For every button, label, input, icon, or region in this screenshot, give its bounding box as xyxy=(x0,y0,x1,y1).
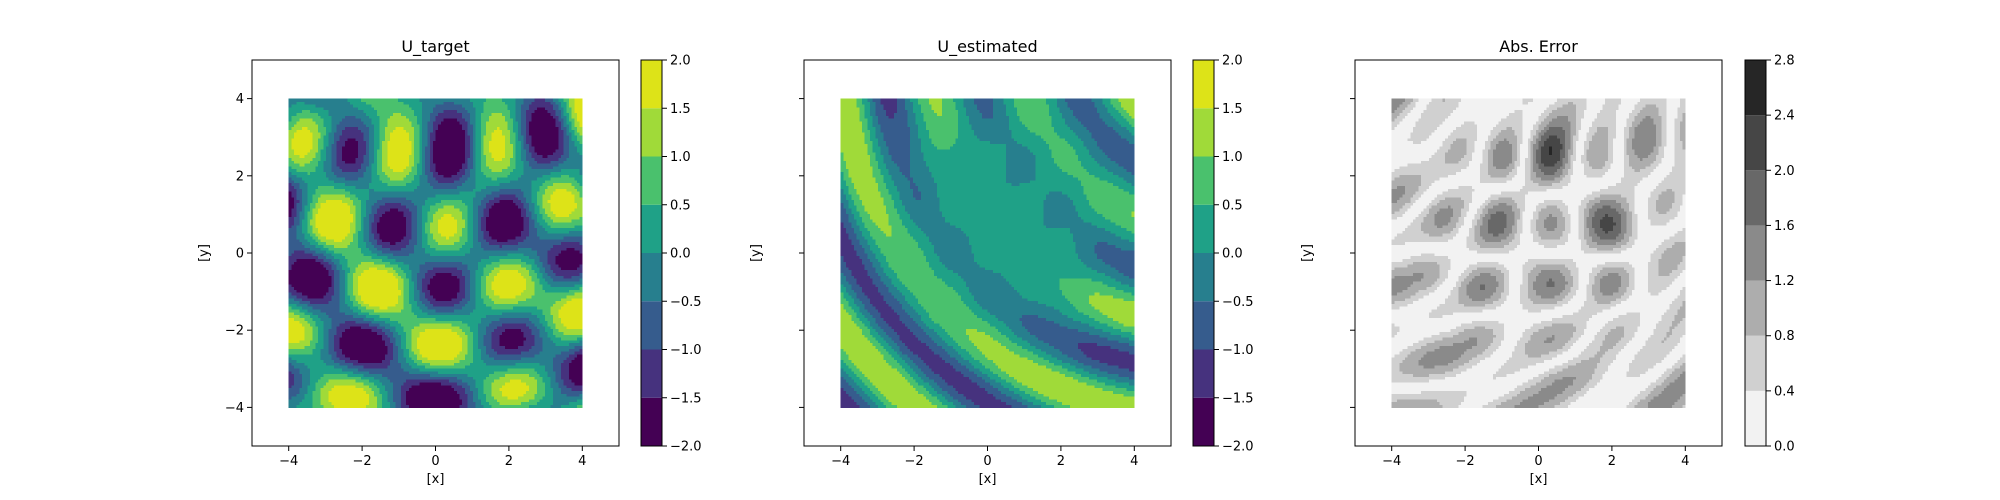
colorbar-tick-label: 1.0 xyxy=(670,150,691,165)
colorbar-tick-label: 1.5 xyxy=(670,102,691,117)
colorbar-band xyxy=(1193,301,1214,350)
colorbar-tick-label: 0.5 xyxy=(670,198,691,213)
y-tick-label: −2 xyxy=(225,324,244,339)
x-tick-label: 2 xyxy=(1608,454,1616,469)
x-tick-label: 4 xyxy=(1130,454,1138,469)
colorbar: −2.0 −1.5 −1.0 −0.5 0.0 0.5 1.0 1.5 2.0 xyxy=(1192,54,1254,455)
panel-2: U_estimated −4 −2 0 2 4 [x] [y] −2.0 −1.5 −1.0 −0.5… xyxy=(749,37,1254,487)
colorbar: −2.0 −1.5 −1.0 −0.5 0.0 0.5 1.0 1.5 2.0 xyxy=(640,54,702,455)
colorbar-band xyxy=(1745,170,1766,226)
colorbar-band xyxy=(1745,335,1766,391)
contour-field xyxy=(840,98,1135,408)
x-tick-label: 0 xyxy=(431,454,439,469)
colorbar-tick-label: −0.5 xyxy=(1222,295,1254,310)
colorbar-tick-label: 0.4 xyxy=(1774,384,1795,399)
colorbar-tick-label: 2.8 xyxy=(1774,54,1795,69)
colorbar-tick-label: −1.5 xyxy=(1222,391,1254,406)
colorbar-tick-label: 0.0 xyxy=(1774,440,1795,455)
y-tick-label: −4 xyxy=(225,401,244,416)
x-tick-label: 4 xyxy=(1681,454,1689,469)
x-tick-label: 2 xyxy=(505,454,513,469)
colorbar-tick-label: −2.0 xyxy=(670,440,702,455)
colorbar-band xyxy=(1193,204,1214,253)
colorbar-tick-label: 2.0 xyxy=(1774,164,1795,179)
colorbar-band xyxy=(641,253,662,302)
colorbar-tick-label: −2.0 xyxy=(1222,440,1254,455)
chart-title: U_estimated xyxy=(937,37,1037,57)
x-axis-label: [x] xyxy=(1530,472,1548,487)
colorbar-tick-label: 2.0 xyxy=(670,54,691,69)
colorbar-tick-label: 1.2 xyxy=(1774,274,1795,289)
colorbar-band xyxy=(1745,225,1766,281)
colorbar-tick-label: 0.0 xyxy=(1222,247,1243,262)
colorbar-frame xyxy=(1744,59,1767,447)
colorbar-tick-label: 1.6 xyxy=(1774,219,1795,234)
colorbar-tick-label: 0.5 xyxy=(1222,198,1243,213)
colorbar-band xyxy=(1193,397,1214,446)
x-tick-label: −4 xyxy=(831,454,850,469)
x-tick-label: 2 xyxy=(1057,454,1065,469)
colorbar-band xyxy=(641,60,662,109)
colorbar-band xyxy=(1745,60,1766,116)
colorbar-band xyxy=(641,204,662,253)
colorbar-band xyxy=(1193,349,1214,398)
contour-field xyxy=(288,98,583,408)
colorbar-band xyxy=(1745,115,1766,171)
x-tick-label: −2 xyxy=(1456,454,1475,469)
colorbar-tick-label: −1.5 xyxy=(670,391,702,406)
panel-3: Abs. Error −4 −2 0 2 4 [x] [y] 0.0 0.4 0.8 1.2 1.6 2.… xyxy=(1300,37,1795,487)
colorbar-band xyxy=(1193,60,1214,109)
panel-1: U_target −4 −2 0 2 4 −4 −2 0 2 4 [x] [y] −2.0 −1.5 −1.0… xyxy=(197,37,702,487)
colorbar-tick-label: 2.0 xyxy=(1222,54,1243,69)
colorbar-tick-label: −1.0 xyxy=(1222,343,1254,358)
colorbar-band xyxy=(1745,390,1766,446)
colorbar-band xyxy=(641,156,662,205)
y-tick-label: 2 xyxy=(236,169,244,184)
colorbar-band xyxy=(1193,108,1214,157)
colorbar-band xyxy=(641,301,662,350)
x-tick-label: −4 xyxy=(279,454,298,469)
colorbar-band xyxy=(641,108,662,157)
y-axis-label: [y] xyxy=(197,244,212,262)
colorbar-tick-label: 1.5 xyxy=(1222,102,1243,117)
colorbar-band xyxy=(641,397,662,446)
chart-title: U_target xyxy=(401,37,469,57)
x-tick-label: −2 xyxy=(905,454,924,469)
y-axis-label: [y] xyxy=(1300,244,1315,262)
chart-title: Abs. Error xyxy=(1499,37,1578,56)
colorbar-tick-label: −1.0 xyxy=(670,343,702,358)
colorbar-band xyxy=(1193,253,1214,302)
y-axis-label: [y] xyxy=(749,244,764,262)
colorbar-band xyxy=(1193,156,1214,205)
x-axis-label: [x] xyxy=(979,472,997,487)
x-tick-label: −4 xyxy=(1382,454,1401,469)
colorbar-tick-label: 2.4 xyxy=(1774,109,1795,124)
x-tick-label: −2 xyxy=(353,454,372,469)
colorbar-tick-label: −0.5 xyxy=(670,295,702,310)
colorbar-tick-label: 0.0 xyxy=(670,247,691,262)
x-axis-label: [x] xyxy=(427,472,445,487)
y-tick-label: 0 xyxy=(236,247,244,262)
colorbar-band xyxy=(1745,280,1766,336)
colorbar-tick-label: 0.8 xyxy=(1774,329,1795,344)
colorbar-tick-label: 1.0 xyxy=(1222,150,1243,165)
colorbar: 0.0 0.4 0.8 1.2 1.6 2.0 2.4 2.8 xyxy=(1744,54,1795,455)
x-tick-label: 4 xyxy=(578,454,586,469)
x-tick-label: 0 xyxy=(1534,454,1542,469)
y-tick-label: 4 xyxy=(236,92,244,107)
colorbar-band xyxy=(641,349,662,398)
x-tick-label: 0 xyxy=(983,454,991,469)
contour-field xyxy=(1391,98,1686,408)
